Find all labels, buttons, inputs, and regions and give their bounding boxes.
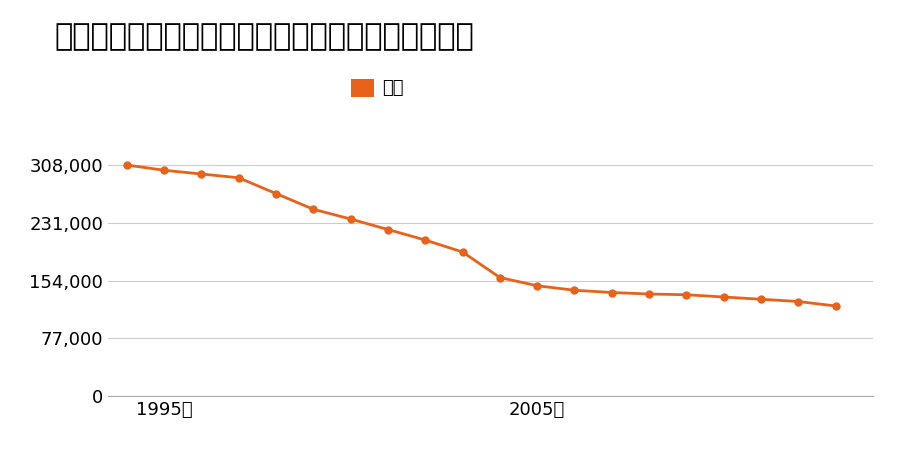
価格: [756, 297, 767, 302]
価格: [681, 292, 692, 297]
Text: 栃木県宇都宮市不動前２丁目２９０番１の地価推移: 栃木県宇都宮市不動前２丁目２９０番１の地価推移: [54, 22, 473, 51]
価格: [457, 249, 468, 255]
Text: 価格: 価格: [382, 79, 404, 97]
価格: [346, 216, 356, 222]
価格: [793, 299, 804, 304]
価格: [419, 237, 430, 243]
価格: [644, 291, 654, 297]
Line: 価格: 価格: [123, 162, 839, 310]
価格: [122, 162, 132, 168]
価格: [233, 175, 244, 180]
価格: [494, 275, 505, 280]
価格: [532, 283, 543, 288]
価格: [382, 227, 393, 232]
価格: [831, 303, 842, 309]
価格: [718, 294, 729, 300]
価格: [158, 167, 169, 173]
価格: [271, 191, 282, 196]
価格: [607, 290, 617, 295]
価格: [569, 288, 580, 293]
価格: [196, 171, 207, 177]
価格: [308, 207, 319, 212]
